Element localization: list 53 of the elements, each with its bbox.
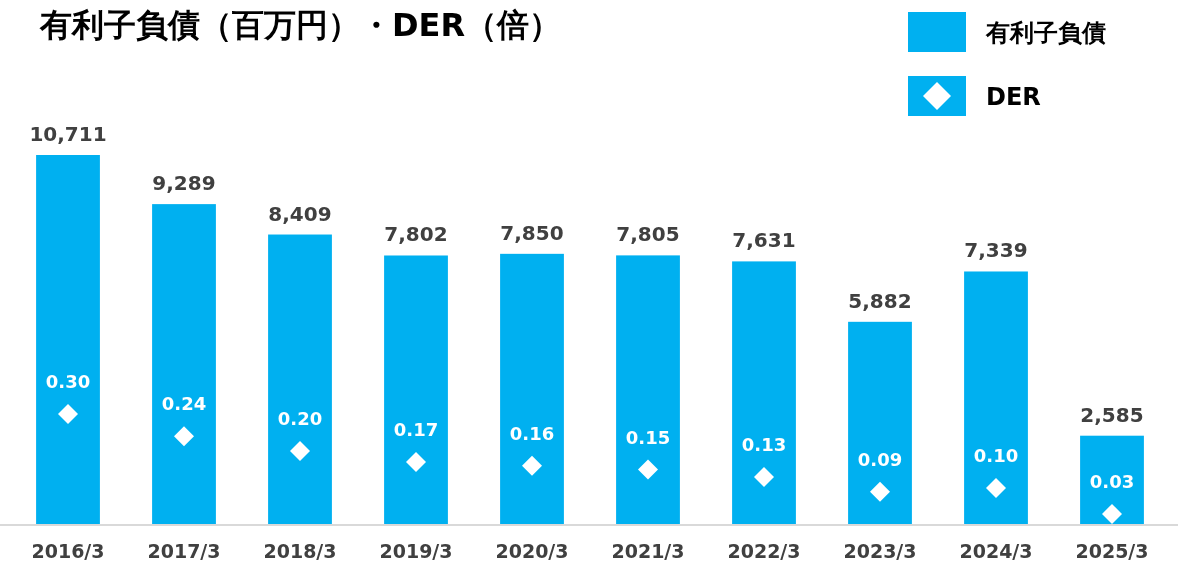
- data-label: 0.13: [741, 433, 787, 455]
- point: [522, 455, 542, 476]
- data-label: 10,711: [29, 122, 107, 146]
- bar: [384, 255, 448, 525]
- bar: [964, 271, 1028, 525]
- data-label: 7,805: [616, 222, 680, 247]
- data-label: 7,631: [732, 228, 796, 253]
- bar: [36, 155, 100, 525]
- point: [638, 459, 658, 480]
- data-label: 0.10: [973, 445, 1019, 466]
- data-label: 5,882: [848, 288, 912, 313]
- data-label: 0.09: [857, 448, 903, 470]
- bar: [732, 261, 796, 525]
- data-label: 0.16: [509, 422, 555, 444]
- x-tick-label: 2018/3: [263, 540, 337, 562]
- legend-label: DER: [986, 83, 1041, 111]
- point: [174, 426, 194, 447]
- x-tick-label: 2022/3: [727, 540, 801, 562]
- bar: [848, 321, 912, 525]
- point: [986, 478, 1006, 498]
- data-label: 8,409: [268, 201, 332, 226]
- legend-label: 有利子負債: [985, 19, 1106, 47]
- x-tick-label: 2019/3: [379, 540, 453, 562]
- point: [290, 441, 310, 461]
- bar: [616, 255, 680, 525]
- bar: [1080, 435, 1144, 525]
- bar: [268, 234, 332, 525]
- x-tick-label: 2021/3: [611, 540, 685, 562]
- point: [870, 481, 890, 502]
- x-tick-label: 2023/3: [843, 540, 917, 562]
- x-tick-label: 2025/3: [1075, 540, 1149, 562]
- chart-title: 有利子負債（百万円）・DER（倍）: [39, 6, 562, 44]
- data-label: 0.24: [161, 393, 207, 415]
- data-label: 0.30: [45, 371, 91, 392]
- point: [754, 466, 774, 487]
- point: [58, 404, 78, 424]
- data-label: 2,585: [1080, 402, 1144, 427]
- data-label: 0.03: [1089, 470, 1135, 492]
- data-label: 9,289: [152, 171, 216, 196]
- data-label: 7,339: [964, 238, 1028, 263]
- data-label: 0.15: [625, 426, 671, 448]
- x-tick-label: 2024/3: [959, 540, 1033, 562]
- bar: [152, 204, 216, 525]
- x-tick-label: 2016/3: [31, 540, 105, 562]
- data-label: 7,802: [384, 222, 448, 247]
- data-label: 7,850: [500, 220, 564, 245]
- data-label: 0.17: [393, 419, 439, 441]
- bar: [500, 253, 564, 525]
- x-tick-label: 2020/3: [495, 540, 569, 562]
- data-label: 0.20: [277, 408, 323, 429]
- point: [1102, 503, 1122, 524]
- point: [406, 452, 426, 473]
- x-tick-label: 2017/3: [147, 540, 221, 562]
